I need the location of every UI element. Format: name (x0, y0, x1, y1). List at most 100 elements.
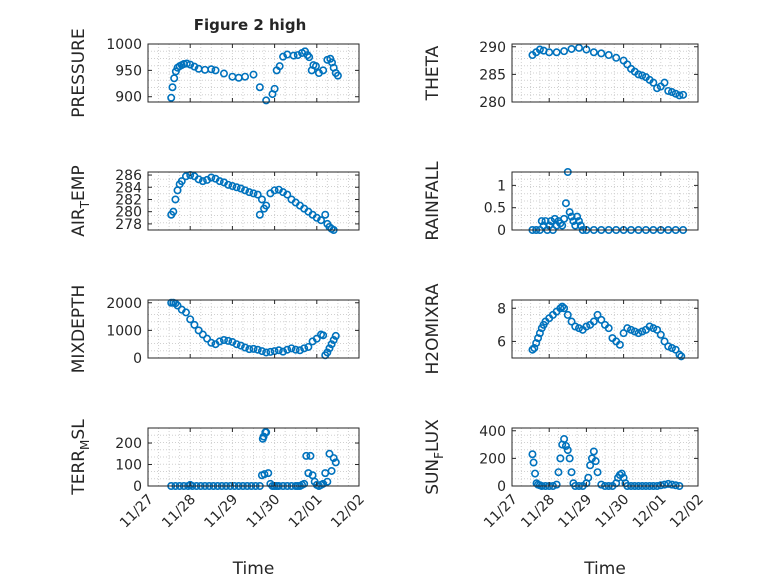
y-tick-label: 400 (479, 424, 506, 440)
data-point (287, 344, 296, 353)
data-point (556, 304, 565, 313)
data-point (207, 65, 216, 74)
data-point (264, 469, 273, 478)
data-point (283, 190, 292, 199)
data-point (300, 344, 309, 353)
y-axis-label-base: AIR (69, 208, 89, 237)
data-point (664, 479, 673, 488)
data-point (321, 210, 330, 219)
x-axis-label: Time (583, 559, 626, 579)
data-point (219, 69, 228, 78)
data-point (279, 347, 288, 356)
data-point (260, 470, 269, 479)
x-tick-label: 12/01 (286, 492, 326, 532)
data-point (211, 66, 220, 75)
data-point (671, 345, 680, 354)
data-point (567, 212, 576, 221)
x-tick-label: 11/29 (201, 492, 241, 532)
y-tick-label: 0 (133, 351, 142, 367)
data-point (236, 341, 245, 350)
data-point (528, 450, 537, 459)
data-point (319, 331, 328, 340)
data-point (262, 348, 271, 357)
axes-box (511, 43, 699, 103)
data-point (194, 326, 203, 335)
data-point (574, 217, 583, 226)
data-point (563, 446, 572, 455)
x-tick-label: 11/28 (518, 492, 558, 532)
data-series (528, 43, 688, 100)
data-point (304, 342, 313, 351)
data-point (291, 345, 300, 354)
data-point (219, 336, 228, 345)
data-point (333, 71, 342, 80)
data-point (224, 336, 233, 345)
y-axis-label-rest: LUX (423, 419, 443, 452)
data-point (660, 78, 669, 87)
data-point (186, 60, 195, 69)
data-point (257, 347, 266, 356)
data-point (325, 344, 334, 353)
y-tick-label: 950 (115, 63, 142, 79)
y-tick-label: 284 (115, 180, 142, 196)
data-point (279, 52, 288, 61)
data-point (593, 310, 602, 319)
data-point (169, 207, 178, 216)
axes-box (147, 427, 360, 487)
data-point (567, 44, 576, 53)
data-point (177, 177, 186, 186)
data-point (262, 201, 271, 210)
data-point (591, 457, 600, 466)
data-point (677, 352, 686, 361)
data-point (241, 72, 250, 81)
data-series (167, 298, 340, 360)
data-point (215, 337, 224, 346)
data-point (198, 330, 207, 339)
data-point (198, 177, 207, 186)
data-point (671, 89, 680, 98)
data-point (207, 338, 216, 347)
data-point (679, 90, 688, 99)
y-tick-label: 1000 (106, 323, 142, 339)
data-point (573, 212, 582, 221)
data-point (634, 329, 643, 338)
data-point (317, 216, 326, 225)
data-series (167, 171, 338, 235)
data-point (262, 428, 271, 437)
data-point (531, 469, 540, 478)
data-point (645, 322, 654, 331)
data-point (331, 331, 340, 340)
y-tick-label: 280 (479, 95, 506, 111)
data-point (593, 468, 602, 477)
data-point (558, 302, 567, 311)
data-point (236, 184, 245, 193)
data-point (560, 214, 569, 223)
subplot-1: 900 950 1000 PRESSURE (69, 28, 360, 118)
data-point (630, 327, 639, 336)
data-point (535, 45, 544, 54)
data-point (649, 78, 658, 87)
axes-box (147, 171, 360, 231)
data-point (173, 301, 182, 310)
axes-box (511, 171, 699, 231)
data-point (597, 480, 606, 489)
data-point (560, 304, 569, 313)
y-axis-label-subscript: F (432, 452, 446, 459)
x-tick-label: 11/29 (555, 492, 595, 532)
data-point (604, 51, 613, 60)
data-point (224, 180, 233, 189)
y-axis-label: PRESSURE (69, 28, 89, 117)
subplot-5: 0 1000 2000 MIXDEPTH (69, 285, 360, 373)
data-point (325, 449, 334, 458)
y-axis-label: RAINFALL (423, 161, 443, 241)
data-point (182, 59, 191, 68)
y-tick-label: 1 (497, 178, 506, 194)
data-point (589, 447, 598, 456)
data-point (323, 477, 332, 486)
data-point (589, 317, 598, 326)
data-point (528, 345, 537, 354)
data-point (190, 62, 199, 71)
grid (148, 428, 359, 486)
